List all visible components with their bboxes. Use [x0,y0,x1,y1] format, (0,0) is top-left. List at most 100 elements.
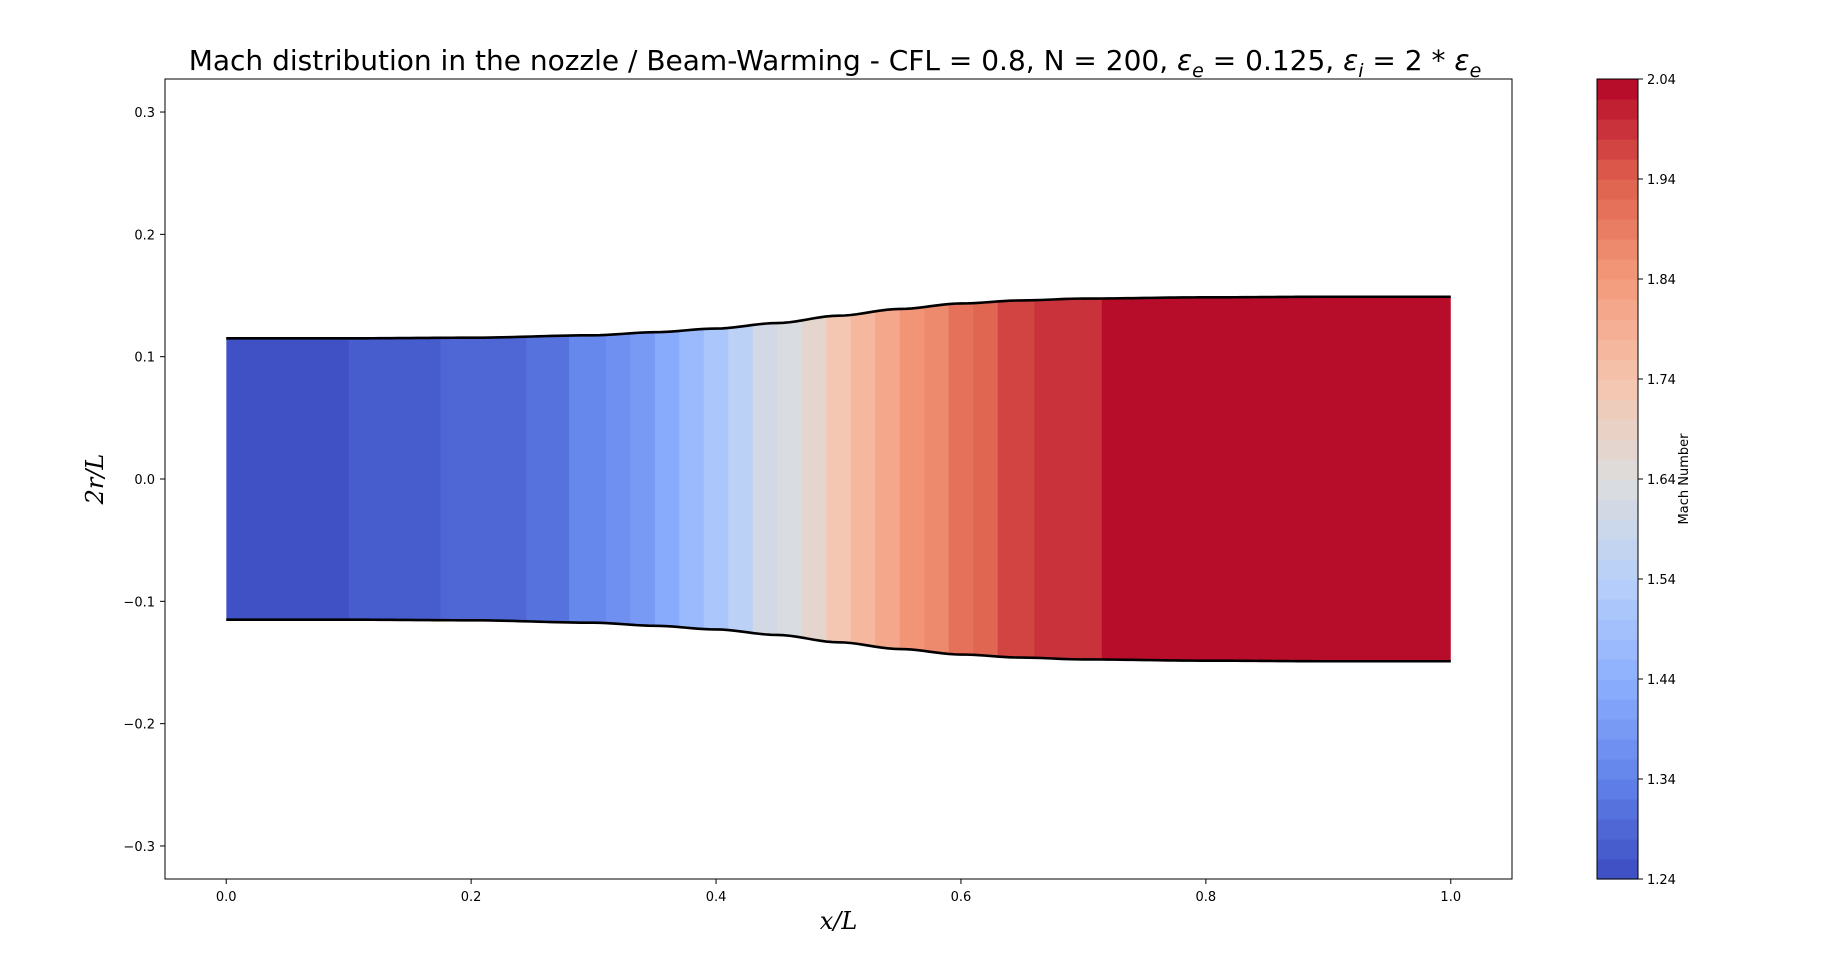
colorbar-level [1597,719,1638,740]
colorbar-level [1597,779,1638,800]
mach-band [875,296,901,662]
mach-contour-bands [226,296,1451,662]
y-axis-label: 2r/L [81,454,109,506]
x-tick-label: 0.2 [461,890,482,905]
colorbar-level [1597,639,1638,660]
colorbar-level [1597,439,1638,460]
chart-title: Mach distribution in the nozzle / Beam-W… [189,44,1482,82]
colorbar-level [1597,839,1638,860]
colorbar-level [1597,219,1638,240]
title-eps-i-sub: i [1358,60,1364,82]
mach-band [752,296,778,662]
x-axis-label: x/L [820,907,858,935]
y-axis-ticks: 0.3 0.2 0.1 0.0 −0.1 −0.2 −0.3 [123,106,165,855]
mach-band [826,296,852,662]
mach-band [728,296,754,662]
colorbar-level [1597,319,1638,340]
mach-band [348,296,442,662]
colorbar-level [1597,679,1638,700]
colorbar-tick-label: 1.34 [1647,773,1676,788]
colorbar-ticks: 2.04 1.94 1.84 1.74 1.64 1.54 1.44 1.34 1.24 [1638,73,1676,888]
nozzle-lower-wall [226,618,1451,663]
colorbar-level [1597,499,1638,520]
mach-band [801,296,827,662]
title-eps-i-rhs: = 2 * [1364,44,1455,77]
colorbar-level [1597,139,1638,160]
mach-band [1205,296,1329,662]
colorbar-level [1597,859,1638,880]
colorbar-level [1597,759,1638,780]
title-eps-i: ε [1343,44,1358,77]
mach-band [777,296,803,662]
mach-band [630,296,656,662]
colorbar-level [1597,539,1638,560]
colorbar-level [1597,659,1638,680]
y-tick-label: 0.1 [134,351,155,366]
colorbar-level [1597,739,1638,760]
mach-band [899,296,925,662]
y-tick-label: −0.3 [123,840,155,855]
colorbar: 2.04 1.94 1.84 1.74 1.64 1.54 1.44 1.34 1.24 [1596,73,1676,888]
colorbar-level [1597,119,1638,140]
colorbar-level [1597,459,1638,480]
colorbar-level [1597,99,1638,120]
mach-band [924,296,950,662]
mach-band [997,296,1036,662]
colorbar-label: Mach Number [1677,433,1692,525]
colorbar-bands [1597,79,1638,880]
colorbar-level [1597,599,1638,620]
colorbar-level [1597,179,1638,200]
x-tick-label: 0.8 [1196,890,1217,905]
x-tick-label: 1.0 [1440,890,1461,905]
colorbar-level [1597,299,1638,320]
title-eps-i-rhs-sub: e [1470,60,1482,82]
mach-band [1328,296,1451,662]
title-eps-e-sub: e [1192,60,1204,82]
mach-band [226,296,350,662]
colorbar-level [1597,699,1638,720]
y-tick-label: 0.3 [134,106,155,121]
colorbar-level [1597,579,1638,600]
colorbar-tick-label: 1.94 [1647,173,1676,188]
mach-band [605,296,631,662]
mach-band [948,296,974,662]
y-tick-label: 0.0 [134,473,155,488]
colorbar-level [1597,79,1638,100]
y-tick-label: 0.2 [134,228,155,243]
colorbar-level [1597,339,1638,360]
colorbar-level [1597,619,1638,640]
colorbar-tick-label: 1.44 [1647,673,1676,688]
nozzle-upper-wall [226,295,1451,340]
mach-band [973,296,999,662]
colorbar-level [1597,479,1638,500]
colorbar-level [1597,239,1638,260]
mach-band [1101,296,1207,662]
colorbar-level [1597,799,1638,820]
colorbar-tick-label: 1.54 [1647,573,1676,588]
mach-band [440,296,527,662]
y-tick-label: −0.1 [123,595,155,610]
colorbar-level [1597,559,1638,580]
colorbar-tick-label: 2.04 [1647,73,1676,88]
x-tick-label: 0.4 [706,890,727,905]
colorbar-level [1597,279,1638,300]
title-eps-i-rhs-eps: ε [1454,44,1469,77]
mach-band [654,296,680,662]
plot-area: 0.0 0.2 0.4 0.6 0.8 1.0 0.3 0.2 0.1 0.0 −0.1 −0.2 −… [123,78,1513,905]
colorbar-level [1597,419,1638,440]
colorbar-tick-label: 1.84 [1647,273,1676,288]
y-tick-label: −0.2 [123,718,155,733]
title-eps-e-value: = 0.125, [1204,44,1343,77]
x-axis-ticks: 0.0 0.2 0.4 0.6 0.8 1.0 [216,879,1461,905]
x-tick-label: 0.6 [951,890,972,905]
mach-band [703,296,729,662]
mach-band [526,296,570,662]
colorbar-level [1597,359,1638,380]
title-prefix: Mach distribution in the nozzle / Beam-W… [189,44,1177,77]
colorbar-tick-label: 1.24 [1647,873,1676,888]
colorbar-level [1597,399,1638,420]
colorbar-level [1597,199,1638,220]
colorbar-level [1597,519,1638,540]
colorbar-level [1597,379,1638,400]
